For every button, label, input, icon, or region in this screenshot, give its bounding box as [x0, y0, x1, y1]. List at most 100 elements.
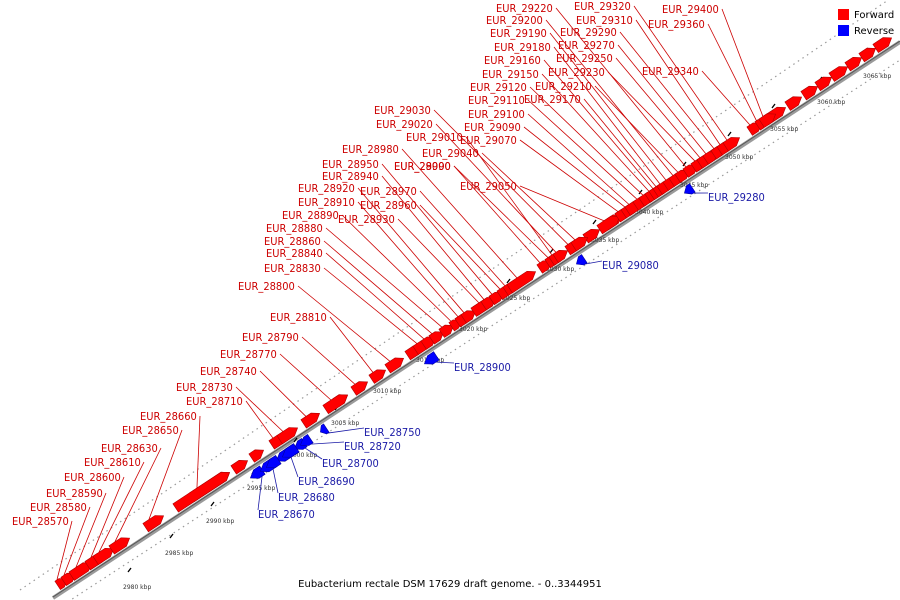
- tick-label: 3055 kbp: [770, 126, 798, 133]
- leader-line: [280, 354, 331, 400]
- gene-label-reverse[interactable]: EUR_28700: [322, 457, 379, 470]
- legend-reverse-swatch: [838, 25, 849, 36]
- gene-label-forward[interactable]: EUR_29120: [470, 81, 527, 94]
- gene-label-forward[interactable]: EUR_28830: [264, 262, 321, 275]
- gene-label-forward[interactable]: EUR_28920: [298, 182, 355, 195]
- gene-label-forward[interactable]: EUR_29180: [494, 41, 551, 54]
- gene-label-forward[interactable]: EUR_29100: [468, 108, 525, 121]
- leader-line: [586, 261, 602, 264]
- gene-label-forward[interactable]: EUR_28890: [282, 209, 339, 222]
- gene-label-reverse[interactable]: EUR_29280: [708, 191, 765, 204]
- leader-line: [420, 191, 505, 286]
- gene-label-forward[interactable]: EUR_29010: [406, 131, 463, 144]
- gene-label-forward[interactable]: EUR_28800: [238, 280, 295, 293]
- gene-label-forward[interactable]: EUR_29020: [376, 118, 433, 131]
- leader-line: [328, 428, 364, 433]
- gene-label-reverse[interactable]: EUR_29080: [602, 259, 659, 272]
- tick-mark: [728, 132, 731, 136]
- gene-label-forward[interactable]: EUR_29160: [484, 54, 541, 67]
- leader-line: [324, 268, 417, 344]
- gene-label-reverse[interactable]: EUR_28690: [298, 475, 355, 488]
- gene-label-reverse[interactable]: EUR_28900: [454, 361, 511, 374]
- gene-label-forward[interactable]: EUR_29220: [496, 2, 553, 15]
- gene-label-forward[interactable]: EUR_29230: [548, 66, 605, 79]
- gene-label-forward[interactable]: EUR_28910: [298, 196, 355, 209]
- gene-label-forward[interactable]: EUR_29070: [460, 134, 517, 147]
- gene-label-forward[interactable]: EUR_29360: [648, 18, 705, 31]
- gene-label-reverse[interactable]: EUR_28750: [364, 426, 421, 439]
- gene-label-forward[interactable]: EUR_29110: [468, 94, 525, 107]
- gene-label-forward[interactable]: EUR_29270: [558, 39, 615, 52]
- gene-label-forward[interactable]: EUR_28810: [270, 311, 327, 324]
- gene-label-forward[interactable]: EUR_29040: [422, 147, 479, 160]
- tick-mark: [211, 502, 214, 506]
- gene-label-forward[interactable]: EUR_28960: [360, 199, 417, 212]
- gene-label-forward[interactable]: EUR_28710: [186, 395, 243, 408]
- gene-label-forward[interactable]: EUR_29030: [374, 104, 431, 117]
- gene-label-reverse[interactable]: EUR_28720: [344, 440, 401, 453]
- gene-label-forward[interactable]: EUR_28950: [322, 158, 379, 171]
- gene-label-forward[interactable]: EUR_28630: [101, 442, 158, 455]
- gene-label-forward[interactable]: EUR_28610: [84, 456, 141, 469]
- leader-line: [302, 337, 355, 384]
- tick-label: 3040 kbp: [635, 209, 663, 216]
- tick-label: 2985 kbp: [165, 550, 193, 557]
- gene-label-forward[interactable]: EUR_29150: [482, 68, 539, 81]
- leader-line: [702, 71, 750, 125]
- gene-label-forward[interactable]: EUR_29340: [642, 65, 699, 78]
- gene-label-forward[interactable]: EUR_28650: [122, 424, 179, 437]
- gene-label-forward[interactable]: EUR_28930: [338, 213, 395, 226]
- gene-label-forward[interactable]: EUR_29400: [662, 3, 719, 16]
- tick-label: 3065 kbp: [863, 73, 891, 80]
- gene-label-forward[interactable]: EUR_28570: [12, 515, 69, 528]
- tick-label: 3020 kbp: [459, 326, 487, 333]
- gene-label-forward[interactable]: EUR_28740: [200, 365, 257, 378]
- gene-label-forward[interactable]: EUR_29210: [535, 80, 592, 93]
- gene-arrow-eur-28750[interactable]: [320, 424, 329, 434]
- leader-line: [330, 317, 373, 372]
- tick-mark: [507, 279, 510, 283]
- gene-label-forward[interactable]: EUR_28580: [30, 501, 87, 514]
- gene-label-forward[interactable]: EUR_29290: [560, 26, 617, 39]
- tick-label: 3060 kbp: [817, 99, 845, 106]
- gene-arrow-eur-29080[interactable]: [576, 255, 587, 265]
- gene-label-forward[interactable]: EUR_29250: [556, 52, 613, 65]
- leader-line: [482, 153, 575, 240]
- gene-label-forward[interactable]: EUR_28590: [46, 487, 103, 500]
- leader-line: [420, 205, 500, 289]
- gene-label-reverse[interactable]: EUR_28680: [278, 491, 335, 504]
- label-leader-lines: [57, 6, 763, 580]
- gene-label-forward[interactable]: EUR_28770: [220, 348, 277, 361]
- gene-label-forward[interactable]: EUR_28790: [242, 331, 299, 344]
- gene-label-forward[interactable]: EUR_28860: [264, 235, 321, 248]
- gene-label-reverse[interactable]: EUR_28670: [258, 508, 315, 521]
- gene-label-forward[interactable]: EUR_28880: [266, 222, 323, 235]
- dotted-guide-lines: [20, 0, 900, 600]
- leader-line: [258, 476, 262, 510]
- gene-label-forward[interactable]: EUR_28840: [266, 247, 323, 260]
- tick-mark: [128, 568, 131, 572]
- tick-label: 2990 kbp: [206, 518, 234, 525]
- gene-label-forward[interactable]: EUR_28660: [140, 410, 197, 423]
- gene-label-forward[interactable]: EUR_28970: [360, 185, 417, 198]
- leader-line: [528, 114, 629, 204]
- gene-label-forward[interactable]: EUR_29090: [464, 121, 521, 134]
- tick-mark: [170, 534, 173, 538]
- leader-line: [57, 521, 72, 580]
- gene-label-forward[interactable]: EUR_28730: [176, 381, 233, 394]
- leader-line: [326, 228, 442, 327]
- gene-label-forward[interactable]: EUR_28940: [322, 170, 379, 183]
- leader-line: [291, 457, 298, 477]
- gene-label-forward[interactable]: EUR_29050: [460, 180, 517, 193]
- gene-label-forward[interactable]: EUR_29200: [486, 14, 543, 27]
- gene-label-forward[interactable]: EUR_28980: [342, 143, 399, 156]
- gene-label-forward[interactable]: EUR_28600: [64, 471, 121, 484]
- gene-arrow-eur-28660[interactable]: [173, 472, 230, 512]
- gene-label-forward[interactable]: EUR_29320: [574, 0, 631, 13]
- leader-line: [708, 24, 756, 121]
- gene-label-forward[interactable]: EUR_29190: [490, 27, 547, 40]
- gene-label-forward[interactable]: EUR_29310: [576, 14, 633, 27]
- gene-label-forward[interactable]: EUR_29170: [524, 93, 581, 106]
- gene-label-forward[interactable]: EUR_29000: [394, 160, 451, 173]
- tick-label: 3045 kbp: [680, 182, 708, 189]
